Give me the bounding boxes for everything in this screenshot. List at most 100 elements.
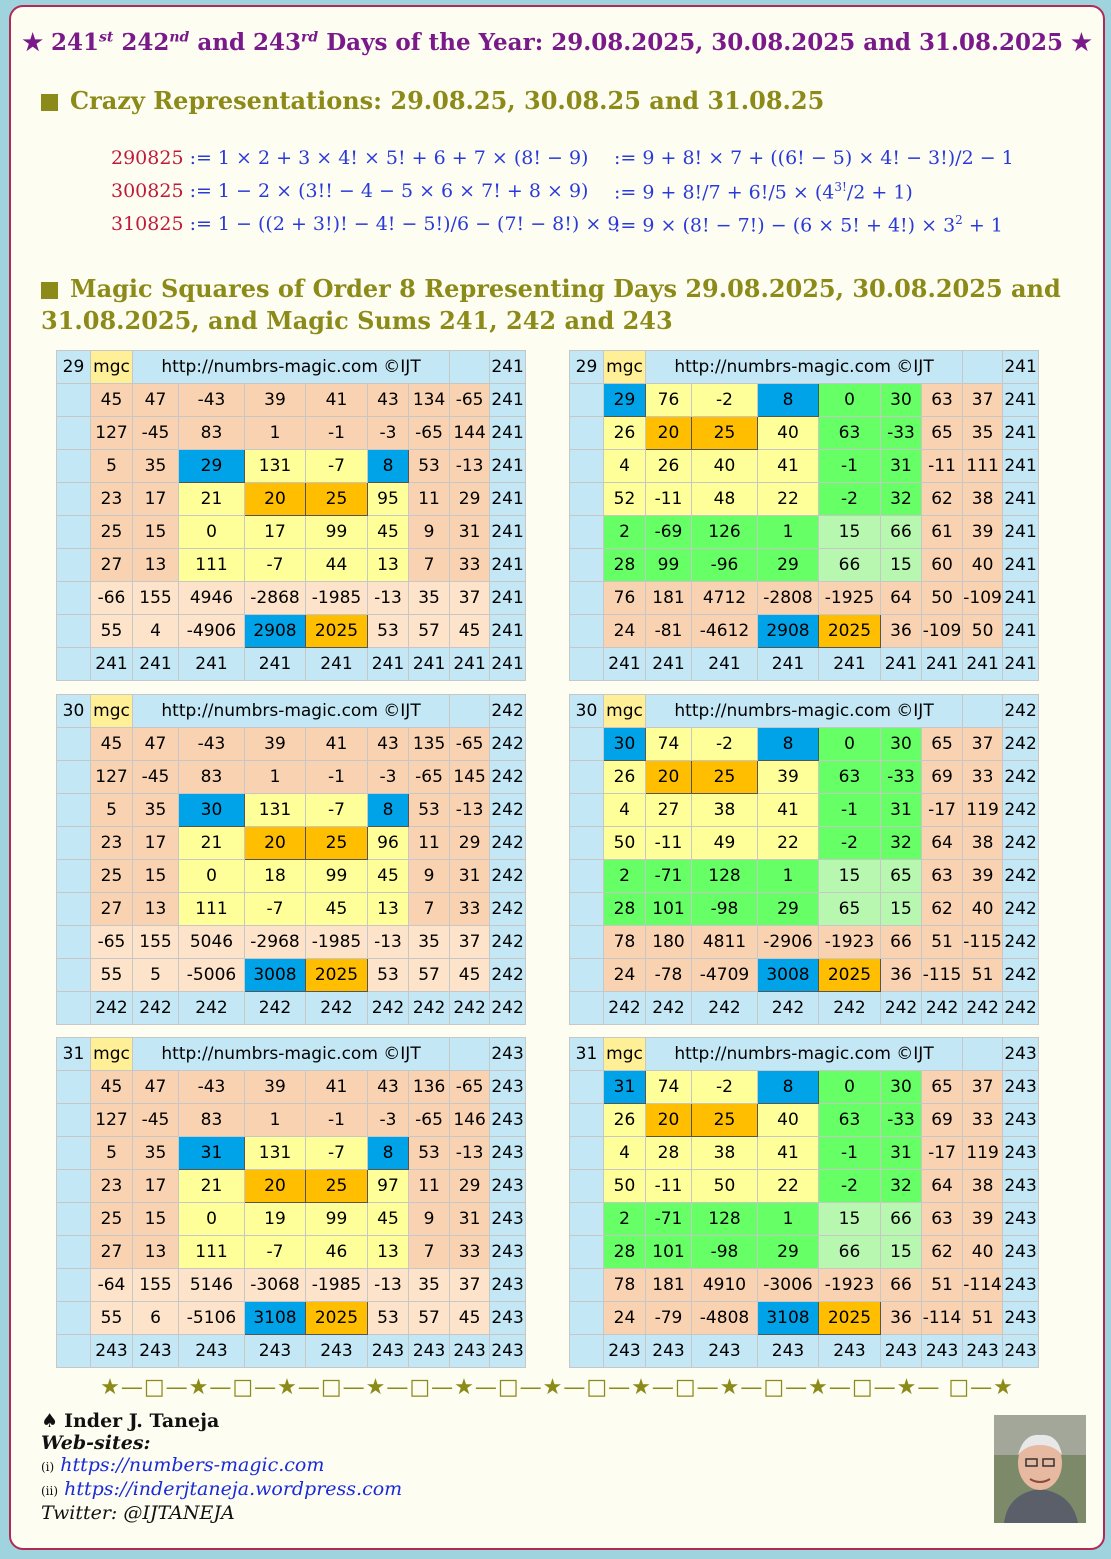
square-cell: 53 [367,614,409,648]
square-cell: 27 [90,1235,133,1269]
square-cell: -2968 [244,925,306,959]
website-link-2[interactable]: https://inderjtaneja.wordpress.com [64,1478,403,1500]
row-side-cell [56,581,91,615]
diagonal-sum-cell: 243 [489,1037,527,1071]
square-cell: 25 [305,1169,368,1203]
square-cell: 39 [962,515,1004,549]
square-cell: 29 [757,1235,819,1269]
square-cell: 7 [407,548,451,582]
column-sum-cell: 241 [132,647,179,681]
square-cell: -2906 [757,925,819,959]
square-row: 50 -11 50 22 -2 32 64 38 243 [569,1169,1040,1203]
square-row: 4 26 40 41 -1 31 -11 111 241 [569,449,1040,483]
square-cell: 78 [603,1268,646,1302]
footer-side-cell [569,1334,604,1368]
row-sum-cell: 242 [1002,727,1040,761]
square-day-label: 31 [56,1037,91,1071]
row-sum-cell: 241 [1002,515,1040,549]
row-sum-cell: 243 [1002,1301,1040,1335]
square-cell: 69 [920,760,964,794]
square-row: 78 180 4811 -2906 -1923 66 51 -115 242 [569,925,1040,959]
square-row: 26 20 25 40 63 -33 69 33 243 [569,1103,1040,1137]
square-cell: 51 [920,925,964,959]
square-row: 24 -78 -4709 3008 2025 36 -115 51 242 [569,958,1040,992]
square-cell: 40 [962,1235,1004,1269]
row-side-cell [56,1202,91,1236]
square-cell: 27 [90,548,133,582]
row-side-cell [56,925,91,959]
square-cell: 62 [920,892,964,926]
square-cell: 2025 [305,1301,368,1335]
square-cell: 1 [757,859,819,893]
square-cell: 53 [407,793,451,827]
square-cell: 53 [367,1301,409,1335]
square-cell: 53 [407,449,451,483]
website-link-1[interactable]: https://numbers-magic.com [60,1454,325,1476]
square-cell: 127 [90,760,133,794]
square-cell: 15 [818,515,881,549]
square-cell: 32 [880,1169,922,1203]
square-cell: 13 [367,548,409,582]
square-cell: 19 [244,1202,306,1236]
column-sum-cell: 243 [244,1334,306,1368]
square-cell: 41 [305,1070,368,1104]
magic-square-6: 31 mgc http://numbrs-magic.com ©IJT 243 31 74… [569,1037,1040,1368]
column-sum-cell: 243 [691,1334,758,1368]
square-cell: 53 [367,958,409,992]
square-cell: 0 [178,1202,245,1236]
square-cell: 69 [920,1103,964,1137]
square-cell: 45 [367,1202,409,1236]
square-cell: -17 [920,793,964,827]
mgc-label: mgc [603,694,646,728]
square-cell: 50 [603,1169,646,1203]
row-sum-cell: 242 [489,925,527,959]
square-cell: 6 [132,1301,179,1335]
row-sum-cell: 243 [489,1301,527,1335]
square-cell: 61 [920,515,964,549]
square-cell: 4946 [178,581,245,615]
square-cell: -13 [367,1268,409,1302]
diagonal-sum-cell: 242 [1002,694,1040,728]
author-block: ♠ Inder J. Taneja Web-sites: (i) https:/… [41,1410,403,1524]
square-cell: 64 [880,581,922,615]
square-cell: 4 [132,614,179,648]
square-cell: -11 [645,1169,692,1203]
square-day-label: 30 [56,694,91,728]
square-cell: 30 [880,1070,922,1104]
square-cell: 22 [757,826,819,860]
square-cell: 35 [407,1268,451,1302]
square-cell: 3008 [757,958,819,992]
square-cell: 21 [178,1169,245,1203]
square-cell: 65 [920,727,964,761]
square-cell: 2908 [244,614,306,648]
row-side-cell [56,548,91,582]
row-sum-cell: 241 [1002,383,1040,417]
square-cell: -2 [691,1070,758,1104]
row-side-cell [569,416,604,450]
square-cell: 101 [645,1235,692,1269]
square-cell: 52 [603,482,646,516]
stars-divider: ★—□—★—□—★—□—★—□—★—□—★—□—★—□—★—□—★—□—★— □… [100,1375,1014,1400]
square-cell: 29 [178,449,245,483]
square-cell: 2025 [305,958,368,992]
square-cell: 55 [90,1301,133,1335]
square-cell: 37 [962,1070,1004,1104]
square-cell: -114 [962,1268,1004,1302]
section-magic-title: Magic Squares of Order 8 Representing Da… [41,274,1061,335]
square-cell: 30 [603,727,646,761]
square-cell: 99 [645,548,692,582]
square-cell: 37 [449,1268,491,1302]
column-sum-cell: 242 [818,991,881,1025]
row-sum-cell: 243 [489,1103,527,1137]
column-sum-cell: 243 [603,1334,646,1368]
square-cell: 29 [449,482,491,516]
magic-square-5: 31 mgc http://numbrs-magic.com ©IJT 243 45 47… [56,1037,527,1368]
diagonal-sum-cell: 241 [489,350,527,384]
section-crazy-title: Crazy Representations: 29.08.25, 30.08.2… [41,85,824,117]
square-cell: -3068 [244,1268,306,1302]
square-day-label: 30 [569,694,604,728]
square-cell: -1 [818,793,881,827]
diagonal-sum-cell: 241 [1002,350,1040,384]
row-side-cell [569,925,604,959]
row-side-cell [569,383,604,417]
